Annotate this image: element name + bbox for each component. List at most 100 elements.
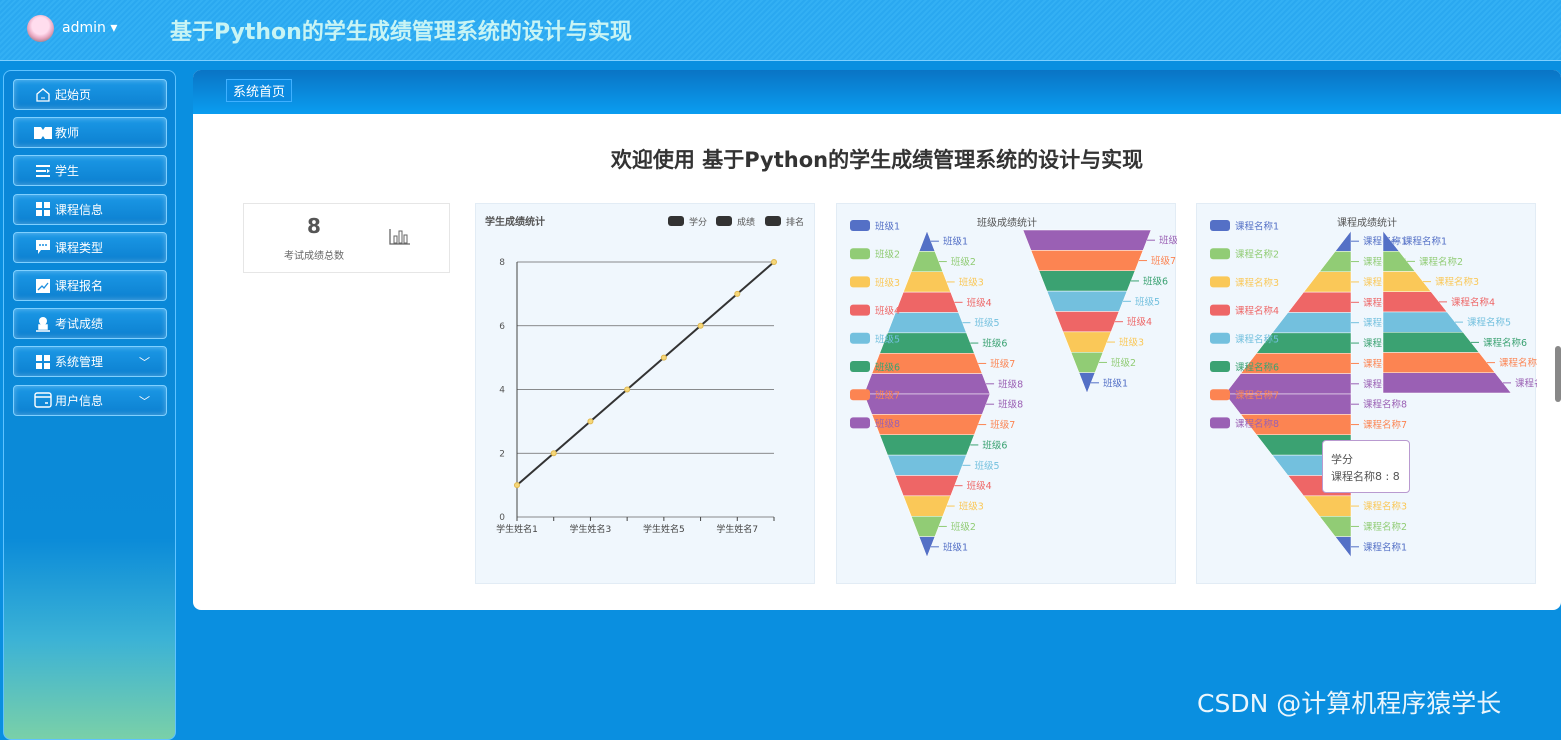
legend-label: 课程名称5 [1235,333,1279,345]
segment-label: 课程名称8 [1515,377,1537,389]
funnel-segment [1318,251,1352,272]
tooltip-value: 课程名称8 : 8 [1331,470,1400,483]
segment-label: 班级6 [982,338,1007,350]
funnel-segment [1030,250,1144,271]
class-funnel-chart[interactable]: 班级成绩统计班级1班级2班级3班级4班级5班级6班级7班级8班级8班级7班级6班… [837,204,1177,585]
segment-label: 班级2 [951,256,976,268]
sidebar-item-3[interactable]: 学生 [13,155,167,187]
funnel-segment [1382,291,1448,313]
sidebar-item-6[interactable]: 课程报名 [13,270,167,301]
x-tick-label: 学生姓名7 [716,523,758,535]
funnel-segment [1062,331,1112,353]
sidebar-item-1[interactable]: 起始页 [13,79,167,110]
top-bar [193,70,1561,114]
segment-label: 课程名称6 [1483,337,1527,349]
chevron-down-icon[interactable]: ﹀ [139,394,150,408]
segment-label: 课程名称7 [1499,357,1537,369]
legend-swatch [668,216,684,226]
user-menu[interactable]: admin ▾ [62,20,118,36]
segment-label: 课程名称3 [1435,276,1479,288]
funnel-segment [910,251,944,272]
legend-swatch [1210,332,1230,344]
legend-swatch [1210,304,1230,316]
sidebar-item-label: 课程类型 [55,240,104,255]
sidebar-item-8[interactable]: 系统管理 ﹀ [13,346,167,378]
avatar[interactable] [27,15,54,42]
chevron-down-icon[interactable]: ﹀ [139,356,150,370]
sidebar-item-label: 课程信息 [55,202,104,217]
segment-label: 班级6 [1143,275,1168,287]
legend-label: 班级6 [875,362,900,374]
x-tick-label: 学生姓名3 [570,523,612,535]
data-point [771,259,777,265]
segment-label: 班级5 [974,460,999,472]
line-chart-card: 学生成绩统计 学分 成绩 排名 0 2 4 6 8 学生姓名1 学生姓名3 学生姓名5 学生姓名7 [475,203,815,584]
y-tick-label: 6 [499,322,505,332]
watermark: CSDN @计算机程序猿学长 [1197,689,1502,718]
segment-label: 课程名称3 [1363,501,1407,513]
legend-swatch [850,304,870,316]
header: admin ▾ 基于Python的学生成绩管理系统的设计与实现 [0,0,1561,61]
segment-label: 班级2 [951,521,976,533]
main-panel: 系统首页 欢迎使用 基于Python的学生成绩管理系统的设计与实现 8 考试成绩… [193,70,1561,610]
funnel-segment [1382,352,1496,373]
segment-label: 班级1 [943,236,968,248]
funnel-segment [1382,372,1512,394]
sidebar-item-2[interactable]: 教师 [13,117,167,149]
funnel-segment [1054,311,1120,333]
legend-swatch [1210,361,1230,372]
legend-swatch [850,332,870,344]
breadcrumb-home[interactable]: 系统首页 [226,79,293,102]
segment-label: 课程名称8 [1363,399,1407,411]
sidebar-item-4[interactable]: 课程信息 [13,193,167,225]
segment-label: 班级6 [982,439,1007,451]
segment-label: 课程名称2 [1363,521,1407,533]
segment-label: 班级3 [1119,337,1144,349]
data-point [624,386,631,393]
funnel-segment [1382,332,1480,353]
funnel-segment [1334,536,1352,558]
course-funnel-chart[interactable]: 课程成绩统计课程名称1课程名称2课程名称3课程名称4课程名称5课程名称6课程名称… [1197,204,1537,585]
stat-label: 考试成绩总数 [284,251,344,262]
segment-label: 班级4 [967,480,992,492]
legend-swatch [1210,417,1230,429]
sidebar-item-7[interactable]: 考试成绩 [13,308,167,340]
data-point [697,322,704,329]
segment-label: 班级5 [1135,296,1160,308]
app-title: 基于Python的学生成绩管理系统的设计与实现 [170,20,632,45]
sidebar-item-label: 用户信息 [55,393,104,408]
legend-swatch [850,276,870,288]
chart-title: 课程成绩统计 [1337,216,1397,229]
welcome-title: 欢迎使用 基于Python的学生成绩管理系统的设计与实现 [610,148,1144,172]
legend-swatch [850,389,870,401]
legend-swatch [1210,220,1230,231]
segment-label: 课程名称2 [1419,256,1463,268]
segment-label: 班级8 [998,399,1023,411]
scrollbar[interactable] [1555,346,1561,402]
bar-chart-icon [389,229,410,245]
funnel-segment [903,495,951,517]
data-point [587,418,594,425]
stat-value: 8 [307,214,321,238]
chart-title: 班级成绩统计 [977,216,1037,229]
legend-swatch [1210,389,1230,401]
sidebar-item-9[interactable]: 用户信息 ﹀ [13,384,167,416]
tooltip-series: 学分 [1331,453,1353,466]
legend-label: 排名 [786,216,804,228]
legend-swatch [850,417,870,429]
sidebar-item-label: 学生 [55,164,80,179]
legend-swatch [850,248,870,260]
segment-label: 课程名称7 [1363,419,1407,431]
class-funnel-card: 班级成绩统计 班级1 班级2 班级3 班级4 班级5 班级6 班级7 班级8 班级8 班级7 班级6 班… [836,203,1177,585]
student-score-line-chart[interactable]: 学生成绩统计 学分 成绩 排名 0 2 4 6 8 学生姓名1 学生姓名3 学生姓名5 学生姓名7 [476,204,816,585]
x-tick-label: 学生姓名1 [496,523,538,535]
segment-label: 课程名称4 [1451,296,1495,308]
funnel-segment [1334,230,1352,252]
funnel-segment [879,434,975,456]
data-point [660,354,667,361]
data-point [514,482,520,489]
sidebar-item-5[interactable]: 课程类型 [13,231,167,263]
legend-label: 课程名称4 [1235,305,1279,317]
legend-label: 班级1 [875,221,900,233]
segment-label: 班级3 [959,501,984,513]
